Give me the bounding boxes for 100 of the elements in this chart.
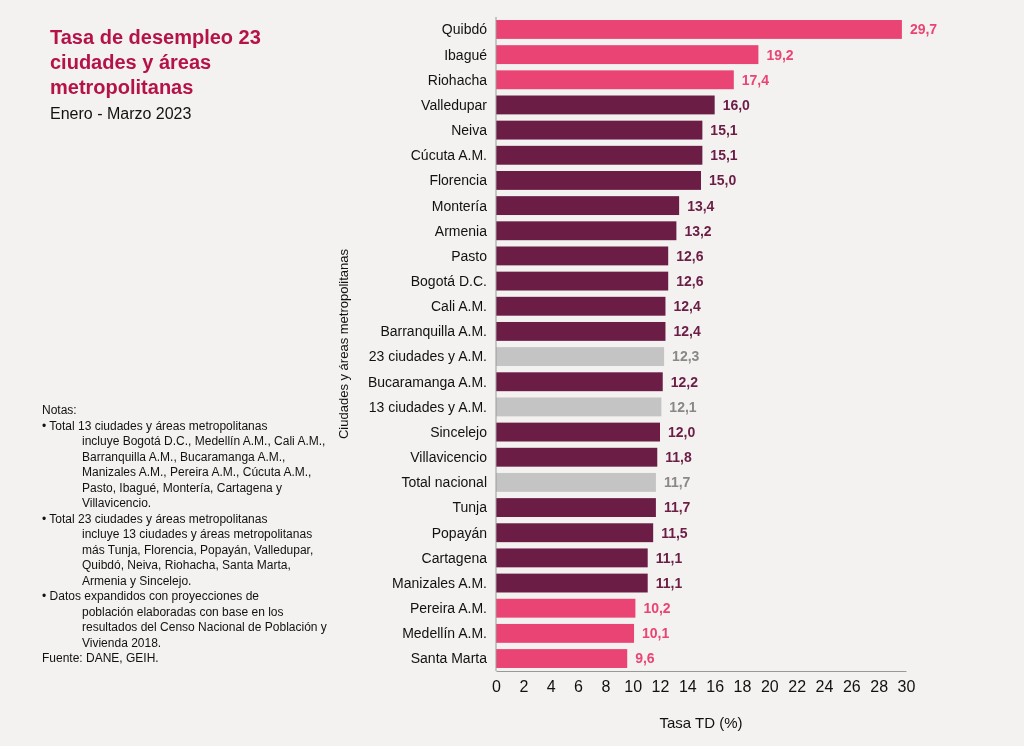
bar bbox=[496, 271, 669, 291]
y-tick-label: Villavicencio bbox=[410, 449, 488, 466]
y-tick-label: Santa Marta bbox=[410, 650, 488, 667]
data-label: 12,1 bbox=[669, 398, 697, 415]
data-label: 12,4 bbox=[673, 298, 701, 315]
x-tick-label: 26 bbox=[842, 678, 861, 696]
data-label: 11,7 bbox=[663, 499, 691, 516]
data-label: 9,6 bbox=[635, 650, 655, 667]
x-tick-label: 18 bbox=[733, 678, 752, 696]
y-tick-label: Medellín A.M. bbox=[402, 625, 487, 642]
y-tick-label: Neiva bbox=[451, 122, 488, 139]
x-tick-label: 30 bbox=[897, 678, 916, 696]
bar bbox=[496, 45, 759, 65]
bar bbox=[496, 196, 680, 216]
y-tick-label: Valledupar bbox=[421, 96, 488, 113]
data-label: 12,6 bbox=[676, 247, 704, 264]
source-note: Fuente: DANE, GEIH. bbox=[42, 651, 159, 665]
y-tick-label: Cartagena bbox=[421, 549, 488, 566]
data-label: 12,3 bbox=[672, 348, 700, 365]
data-label: 12,0 bbox=[668, 423, 696, 440]
x-tick-label: 28 bbox=[870, 678, 889, 696]
y-tick-label: Sincelejo bbox=[430, 423, 488, 440]
data-label: 13,4 bbox=[687, 197, 715, 214]
data-label: 11,1 bbox=[655, 574, 683, 591]
data-label: 12,4 bbox=[673, 323, 701, 340]
bar bbox=[496, 296, 666, 316]
bar bbox=[496, 70, 734, 90]
bar bbox=[496, 498, 656, 517]
text: • Total 13 ciudades y áreas metropolitanas incluye Bogotá D.C., Medellín A.M., Cali A.M., Barranquilla A.M., Bucaramanga A.M., Manizales A.M., Pereira A.M., Cúcuta A.M., Pasto, Ibagué, Montería, Cartagena y Villavicencio. bbox=[42, 418, 326, 510]
y-tick-label: 23 ciudades y A.M. bbox=[368, 348, 487, 365]
text: • Datos expandidos con proyecciones de población elaboradas con base en los resultados del Censo Nacional de Población y Vivienda 2018. bbox=[42, 589, 327, 650]
y-tick-label: Pasto bbox=[451, 247, 488, 264]
bar bbox=[496, 321, 666, 341]
x-tick-label: 2 bbox=[519, 678, 529, 696]
bar bbox=[496, 221, 677, 241]
data-label: 11,8 bbox=[665, 449, 692, 466]
data-label: 29,7 bbox=[909, 21, 938, 38]
data-label: 15,1 bbox=[710, 122, 738, 139]
y-tick-label: Montería bbox=[431, 197, 488, 214]
x-tick-label: 4 bbox=[546, 678, 556, 696]
bar bbox=[496, 447, 658, 467]
x-tick-label: 8 bbox=[601, 678, 611, 696]
y-tick-label: 13 ciudades y A.M. bbox=[368, 398, 487, 415]
bar bbox=[496, 246, 669, 266]
bar bbox=[496, 120, 703, 140]
bar bbox=[496, 472, 656, 492]
bar bbox=[496, 397, 662, 417]
data-label: 15,1 bbox=[710, 147, 738, 164]
bar bbox=[496, 573, 648, 593]
data-label: 16,0 bbox=[722, 96, 751, 113]
text: • Total 23 ciudades y áreas metropolitanas incluye 13 ciudades y áreas metropolitanas más Tunja, Florencia, Popayán, Valledupar, Quibdó, Neiva, Riohacha, Santa Marta, Armenia y Sincelejo. bbox=[42, 511, 314, 588]
x-tick-label: 12 bbox=[651, 678, 670, 696]
bar bbox=[496, 20, 902, 39]
data-label: 19,2 bbox=[766, 46, 794, 63]
bar bbox=[496, 523, 654, 543]
x-tick-label: 22 bbox=[788, 678, 807, 696]
y-tick-label: Manizales A.M. bbox=[392, 574, 487, 591]
data-label: 15,0 bbox=[709, 172, 737, 189]
x-tick-label: 14 bbox=[678, 678, 697, 696]
x-tick-label: 10 bbox=[624, 678, 643, 696]
bar bbox=[496, 598, 636, 618]
x-tick-label: 24 bbox=[815, 678, 834, 696]
bar bbox=[496, 548, 648, 568]
bar bbox=[496, 649, 628, 668]
data-label: 11,7 bbox=[663, 474, 691, 491]
y-tick-label: Armenia bbox=[434, 222, 488, 239]
bar bbox=[496, 623, 635, 643]
y-tick-label: Pereira A.M. bbox=[409, 600, 487, 617]
data-label: 10,1 bbox=[642, 625, 670, 642]
x-tick-label: 0 bbox=[492, 678, 502, 696]
bar bbox=[496, 145, 703, 165]
data-label: 17,4 bbox=[741, 71, 770, 88]
text: Tasa de desempleo 23 ciudades y áreas metropolitanas bbox=[50, 26, 261, 98]
y-tick-label: Cúcuta A.M. bbox=[410, 147, 487, 164]
x-tick-label: 16 bbox=[706, 678, 725, 696]
y-tick-label: Cali A.M. bbox=[430, 298, 487, 315]
y-axis-title: Ciudades y áreas metropolitanas bbox=[336, 248, 351, 440]
bar bbox=[496, 372, 663, 392]
y-tick-label: Ibagué bbox=[444, 46, 488, 63]
y-tick-label: Florencia bbox=[429, 172, 488, 189]
y-tick-label: Quibdó bbox=[441, 21, 488, 38]
x-axis-title: Tasa TD (%) bbox=[659, 714, 743, 731]
data-label: 13,2 bbox=[684, 222, 712, 239]
y-tick-label: Bucaramanga A.M. bbox=[367, 373, 487, 390]
data-label: 12,2 bbox=[670, 373, 699, 390]
bar bbox=[496, 347, 665, 367]
data-label: 11,5 bbox=[661, 524, 688, 541]
x-tick-label: 20 bbox=[760, 678, 779, 696]
data-label: 10,2 bbox=[643, 600, 671, 617]
y-tick-label: Total nacional bbox=[401, 474, 487, 491]
y-tick-label: Popayán bbox=[431, 524, 487, 541]
y-tick-label: Riohacha bbox=[427, 71, 488, 88]
text: Enero - Marzo 2023 bbox=[50, 105, 192, 122]
bar bbox=[496, 171, 701, 190]
bar bbox=[496, 95, 715, 115]
x-tick-label: 6 bbox=[574, 678, 584, 696]
data-label: 11,1 bbox=[655, 549, 683, 566]
data-label: 12,6 bbox=[676, 272, 704, 289]
y-tick-label: Barranquilla A.M. bbox=[380, 323, 487, 340]
bar bbox=[496, 422, 660, 442]
